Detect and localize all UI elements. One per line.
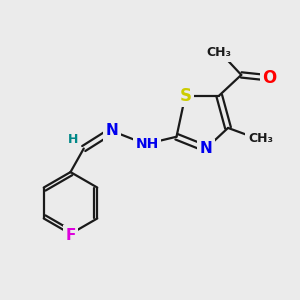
Text: S: S — [179, 86, 191, 104]
Text: N: N — [105, 123, 118, 138]
Text: O: O — [262, 69, 276, 87]
Text: CH₃: CH₃ — [207, 46, 232, 59]
Text: NH: NH — [135, 137, 159, 151]
Text: N: N — [200, 141, 212, 156]
Text: CH₃: CH₃ — [248, 132, 273, 145]
Text: F: F — [65, 228, 76, 243]
Text: H: H — [68, 133, 79, 146]
